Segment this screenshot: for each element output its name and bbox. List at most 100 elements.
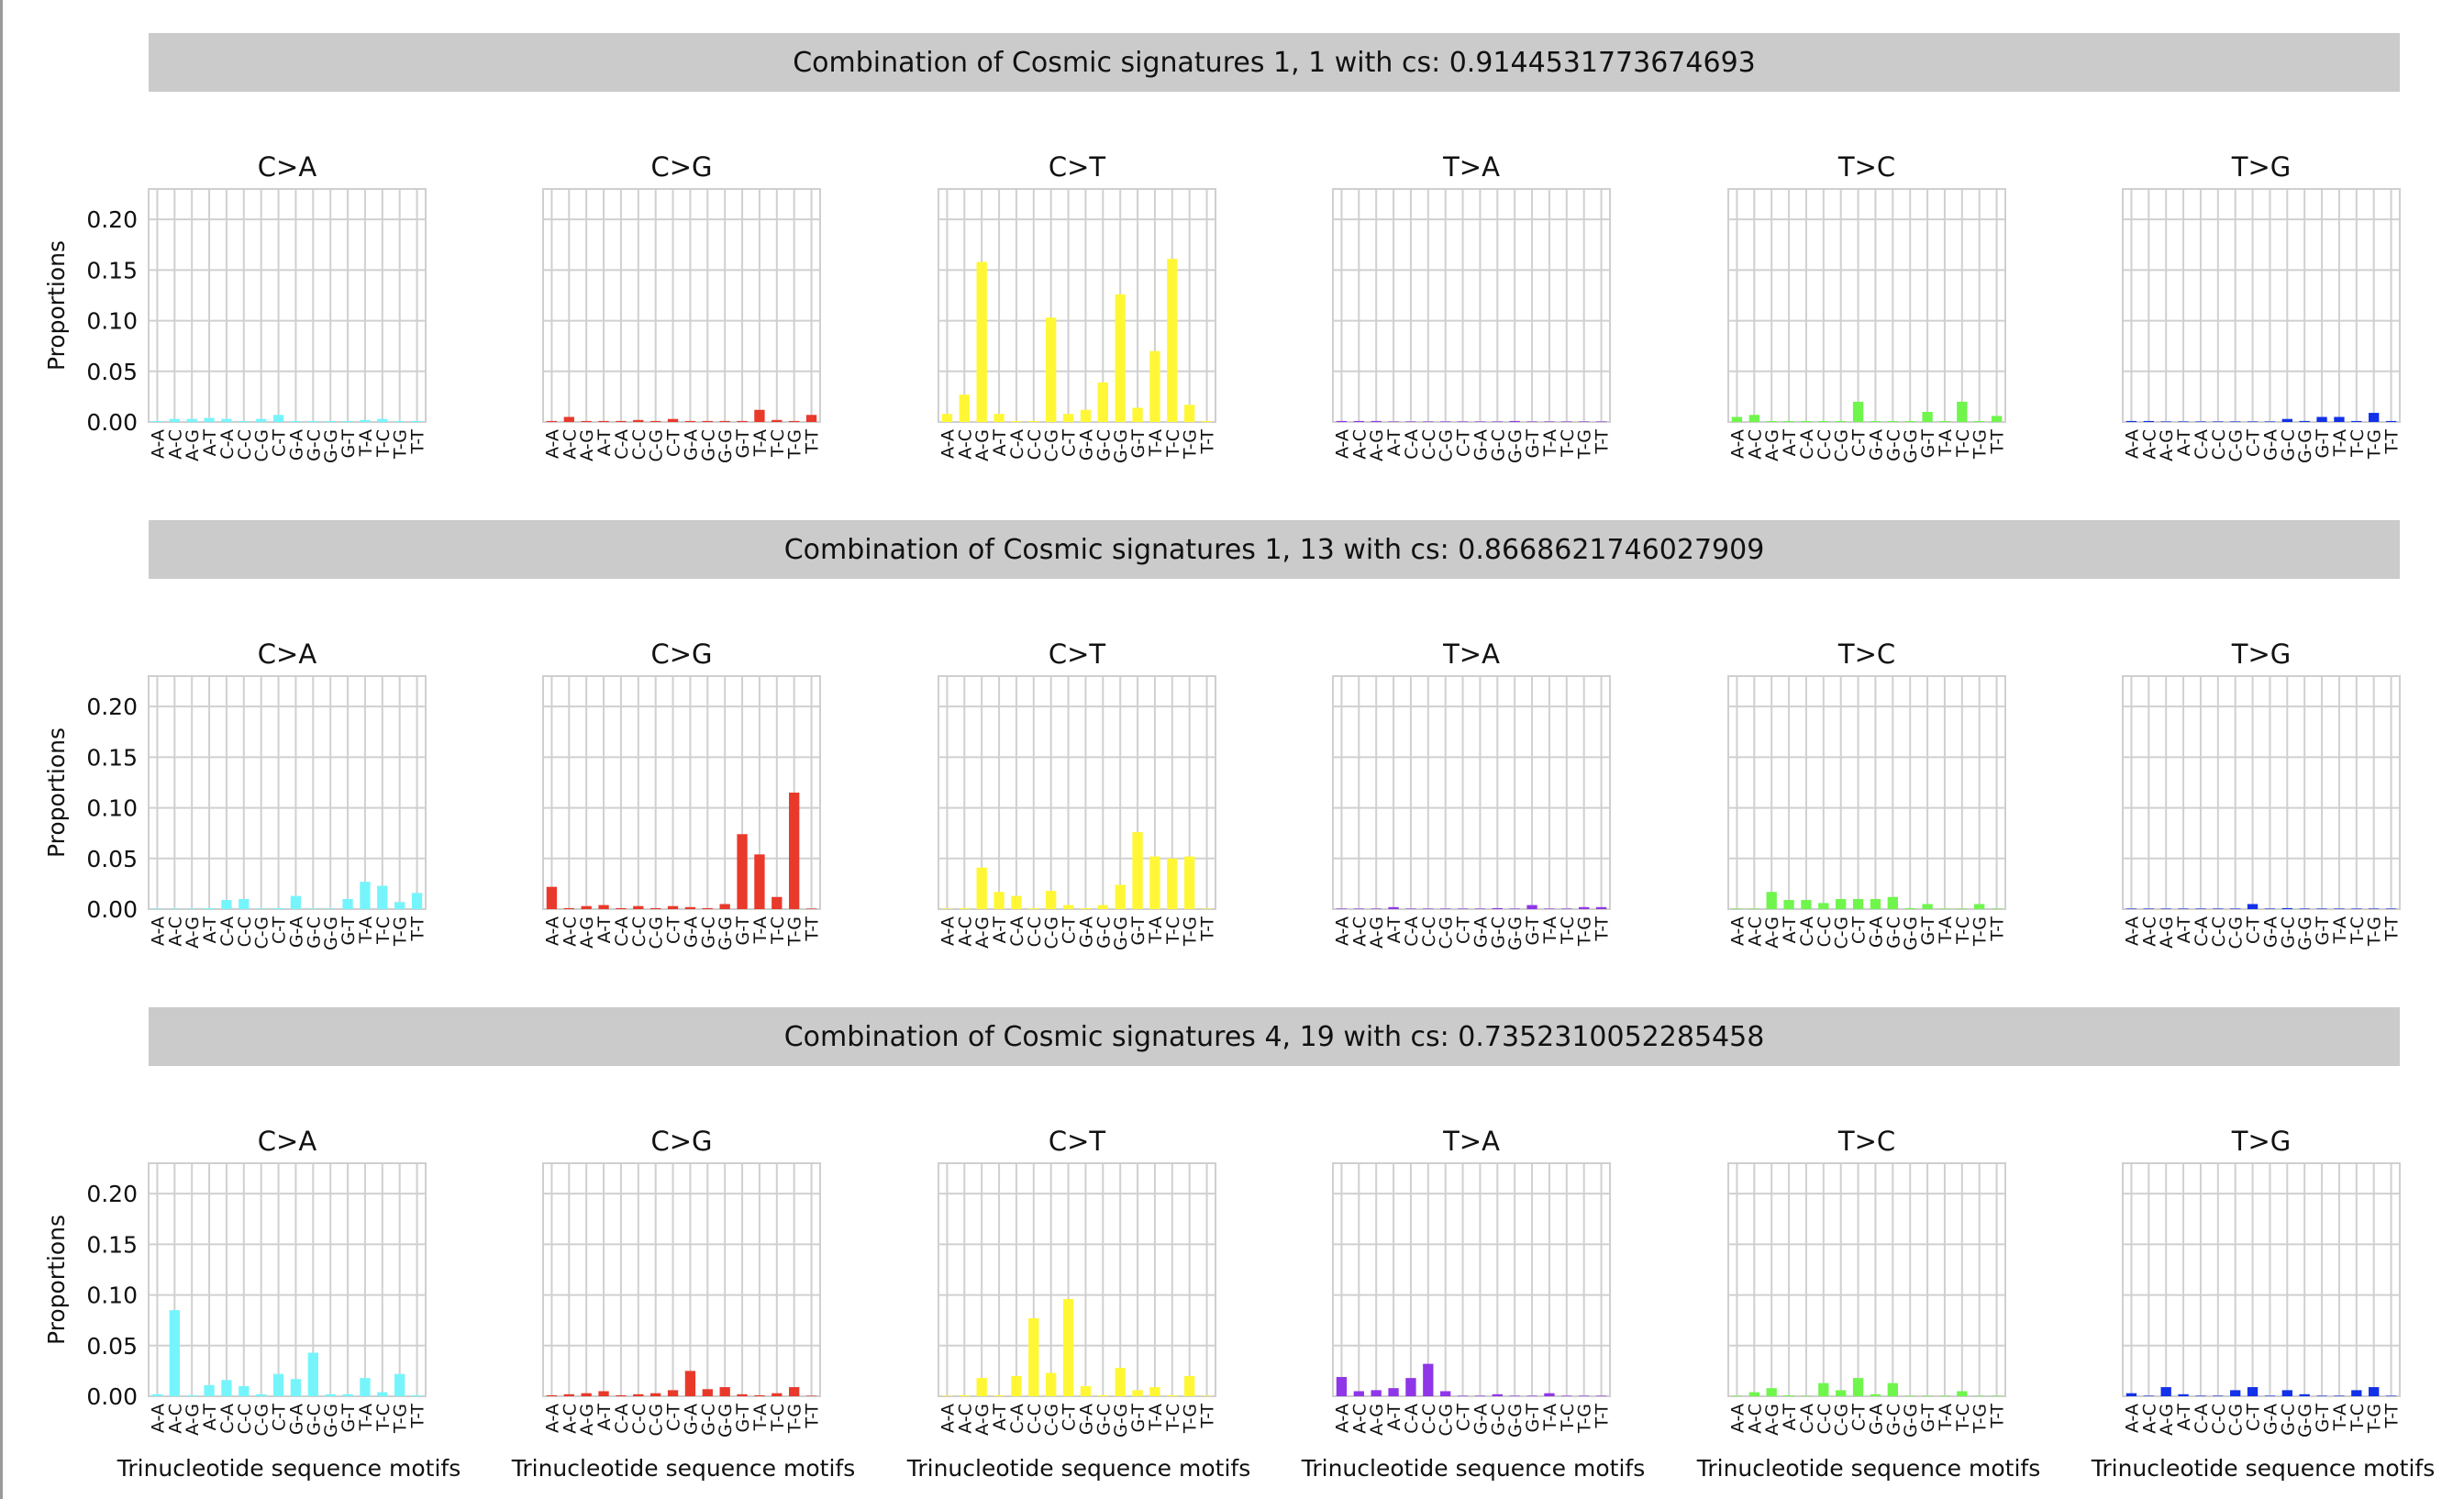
bar xyxy=(650,907,661,909)
bar xyxy=(1080,1385,1092,1396)
plot-frame xyxy=(938,675,1216,910)
bar xyxy=(633,905,644,909)
y-tick-label: 0.20 xyxy=(86,206,138,233)
x-tick-label: T-A xyxy=(1146,429,1166,457)
x-tick-label: G-C xyxy=(698,916,718,949)
x-tick-label: C-G xyxy=(1832,916,1852,949)
bar xyxy=(1904,907,1915,909)
bar xyxy=(1184,1375,1195,1396)
x-tick-label: A-G xyxy=(183,429,203,461)
x-tick-label: C-T xyxy=(1849,916,1870,944)
bar xyxy=(633,419,644,422)
x-tick-label: C-A xyxy=(1007,429,1027,460)
bar xyxy=(1922,1395,1933,1396)
panel-title: T>C xyxy=(1837,638,1895,670)
x-tick-label: G-C xyxy=(1093,916,1114,949)
row-title-banner: Combination of Cosmic signatures 1, 13 w… xyxy=(149,520,2400,579)
bar xyxy=(581,905,592,909)
x-tick-label: C-T xyxy=(1849,1404,1870,1431)
x-tick-label: G-C xyxy=(1883,916,1903,949)
bar xyxy=(684,906,696,909)
bar xyxy=(1526,421,1537,422)
x-tick-label: G-T xyxy=(1128,429,1149,459)
x-tick-label: A-T xyxy=(990,916,1010,944)
x-tick-label: C-T xyxy=(2244,916,2264,944)
bar xyxy=(976,867,987,909)
x-tick-label: G-A xyxy=(1076,429,1096,461)
bar xyxy=(1167,858,1178,909)
bar xyxy=(1097,905,1108,909)
x-tick-label: G-G xyxy=(716,1404,736,1438)
bar xyxy=(2247,1387,2259,1396)
x-tick-label: G-C xyxy=(1883,429,1903,461)
y-tick-label: 0.00 xyxy=(86,896,138,923)
x-tick-label: T-C xyxy=(1558,916,1578,945)
x-tick-label: G-C xyxy=(698,429,718,461)
bar xyxy=(1509,420,1520,422)
bar xyxy=(2247,421,2259,422)
x-tick-label: G-G xyxy=(1111,429,1131,463)
x-tick-label: C-T xyxy=(1060,916,1080,944)
x-tick-label: T-A xyxy=(1936,429,1956,457)
x-tick-label: A-A xyxy=(2122,429,2142,459)
x-tick-label: A-G xyxy=(2157,1404,2177,1436)
x-tick-label: C-C xyxy=(2209,916,2229,947)
bar xyxy=(1544,421,1555,422)
bar xyxy=(771,419,782,422)
x-tick-label: G-C xyxy=(1488,916,1508,949)
bar xyxy=(307,420,318,422)
x-tick-label: A-A xyxy=(148,916,168,946)
bar xyxy=(1336,420,1348,422)
x-tick-label: T-C xyxy=(373,429,394,458)
x-tick-label: T-T xyxy=(408,1404,428,1429)
bar xyxy=(2160,421,2171,422)
bar xyxy=(2385,420,2397,422)
bar xyxy=(1922,411,1933,422)
bar xyxy=(1887,1382,1898,1396)
x-tick-label: C-A xyxy=(1402,429,1422,460)
bar xyxy=(719,904,730,909)
bar xyxy=(1922,904,1933,909)
bar xyxy=(1939,420,1950,422)
bar xyxy=(1544,908,1555,909)
x-tick-label: G-C xyxy=(2278,916,2298,949)
bar xyxy=(1353,420,1364,422)
bar xyxy=(1595,1395,1607,1396)
x-axis-label: Trinucleotide sequence motifs xyxy=(117,1455,461,1482)
bar xyxy=(325,1394,336,1396)
bar xyxy=(650,1393,661,1396)
row-title: Combination of Cosmic signatures 4, 19 w… xyxy=(783,1020,1765,1053)
bar xyxy=(377,418,388,422)
x-tick-label: A-A xyxy=(2122,916,2142,946)
x-tick-label: C-A xyxy=(2192,429,2212,460)
x-tick-label: G-A xyxy=(1471,916,1491,948)
y-axis-label: Proportions xyxy=(43,240,70,371)
x-tick-label: A-G xyxy=(577,1404,597,1436)
bar xyxy=(1957,908,1968,909)
x-tick-label: G-A xyxy=(1866,1404,1886,1435)
panel-title: T>C xyxy=(1837,1126,1895,1157)
bar xyxy=(2195,908,2206,909)
x-tick-label: T-G xyxy=(1575,1404,1595,1434)
x-tick-label: A-G xyxy=(1367,1404,1387,1436)
x-tick-label: A-A xyxy=(1727,429,1748,459)
bar xyxy=(2334,908,2345,909)
bar xyxy=(1132,407,1143,422)
x-tick-label: T-G xyxy=(391,1404,411,1434)
bar xyxy=(1388,906,1399,909)
bar xyxy=(754,854,765,909)
bar xyxy=(1974,1395,1985,1396)
x-tick-label: T-T xyxy=(1988,429,2008,455)
x-tick-label: G-T xyxy=(1918,1404,1938,1433)
bar xyxy=(2299,420,2310,422)
x-tick-label: G-G xyxy=(321,429,341,463)
x-tick-label: C-A xyxy=(1402,916,1422,947)
x-tick-label: T-C xyxy=(2347,429,2368,458)
bar xyxy=(1939,908,1950,909)
bar xyxy=(805,1395,817,1396)
bar xyxy=(2316,416,2327,422)
x-tick-label: A-C xyxy=(560,1404,580,1434)
x-tick-label: C-A xyxy=(1797,1404,1817,1434)
x-tick-label: A-A xyxy=(542,429,562,459)
bar xyxy=(1423,421,1434,422)
